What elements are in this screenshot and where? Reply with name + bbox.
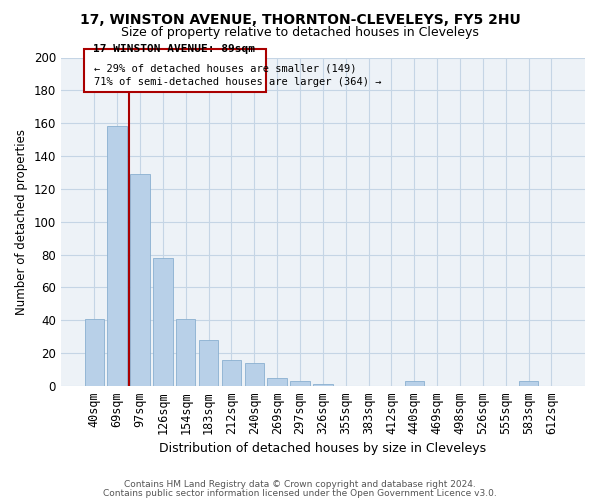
Text: 17 WINSTON AVENUE: 89sqm: 17 WINSTON AVENUE: 89sqm <box>94 44 256 54</box>
Y-axis label: Number of detached properties: Number of detached properties <box>15 129 28 315</box>
Bar <box>290 381 310 386</box>
Text: ← 29% of detached houses are smaller (149): ← 29% of detached houses are smaller (14… <box>94 64 357 74</box>
Text: Contains public sector information licensed under the Open Government Licence v3: Contains public sector information licen… <box>103 489 497 498</box>
Bar <box>268 378 287 386</box>
Text: 17, WINSTON AVENUE, THORNTON-CLEVELEYS, FY5 2HU: 17, WINSTON AVENUE, THORNTON-CLEVELEYS, … <box>80 12 520 26</box>
Text: Size of property relative to detached houses in Cleveleys: Size of property relative to detached ho… <box>121 26 479 39</box>
Bar <box>85 318 104 386</box>
Polygon shape <box>84 50 266 92</box>
Bar <box>199 340 218 386</box>
Bar <box>222 360 241 386</box>
Text: Contains HM Land Registry data © Crown copyright and database right 2024.: Contains HM Land Registry data © Crown c… <box>124 480 476 489</box>
Bar <box>404 381 424 386</box>
Bar <box>153 258 173 386</box>
Bar <box>519 381 538 386</box>
Bar <box>313 384 332 386</box>
Bar <box>245 363 264 386</box>
Bar <box>176 318 196 386</box>
Bar <box>107 126 127 386</box>
Text: 71% of semi-detached houses are larger (364) →: 71% of semi-detached houses are larger (… <box>94 77 382 87</box>
X-axis label: Distribution of detached houses by size in Cleveleys: Distribution of detached houses by size … <box>160 442 487 455</box>
Bar <box>130 174 150 386</box>
